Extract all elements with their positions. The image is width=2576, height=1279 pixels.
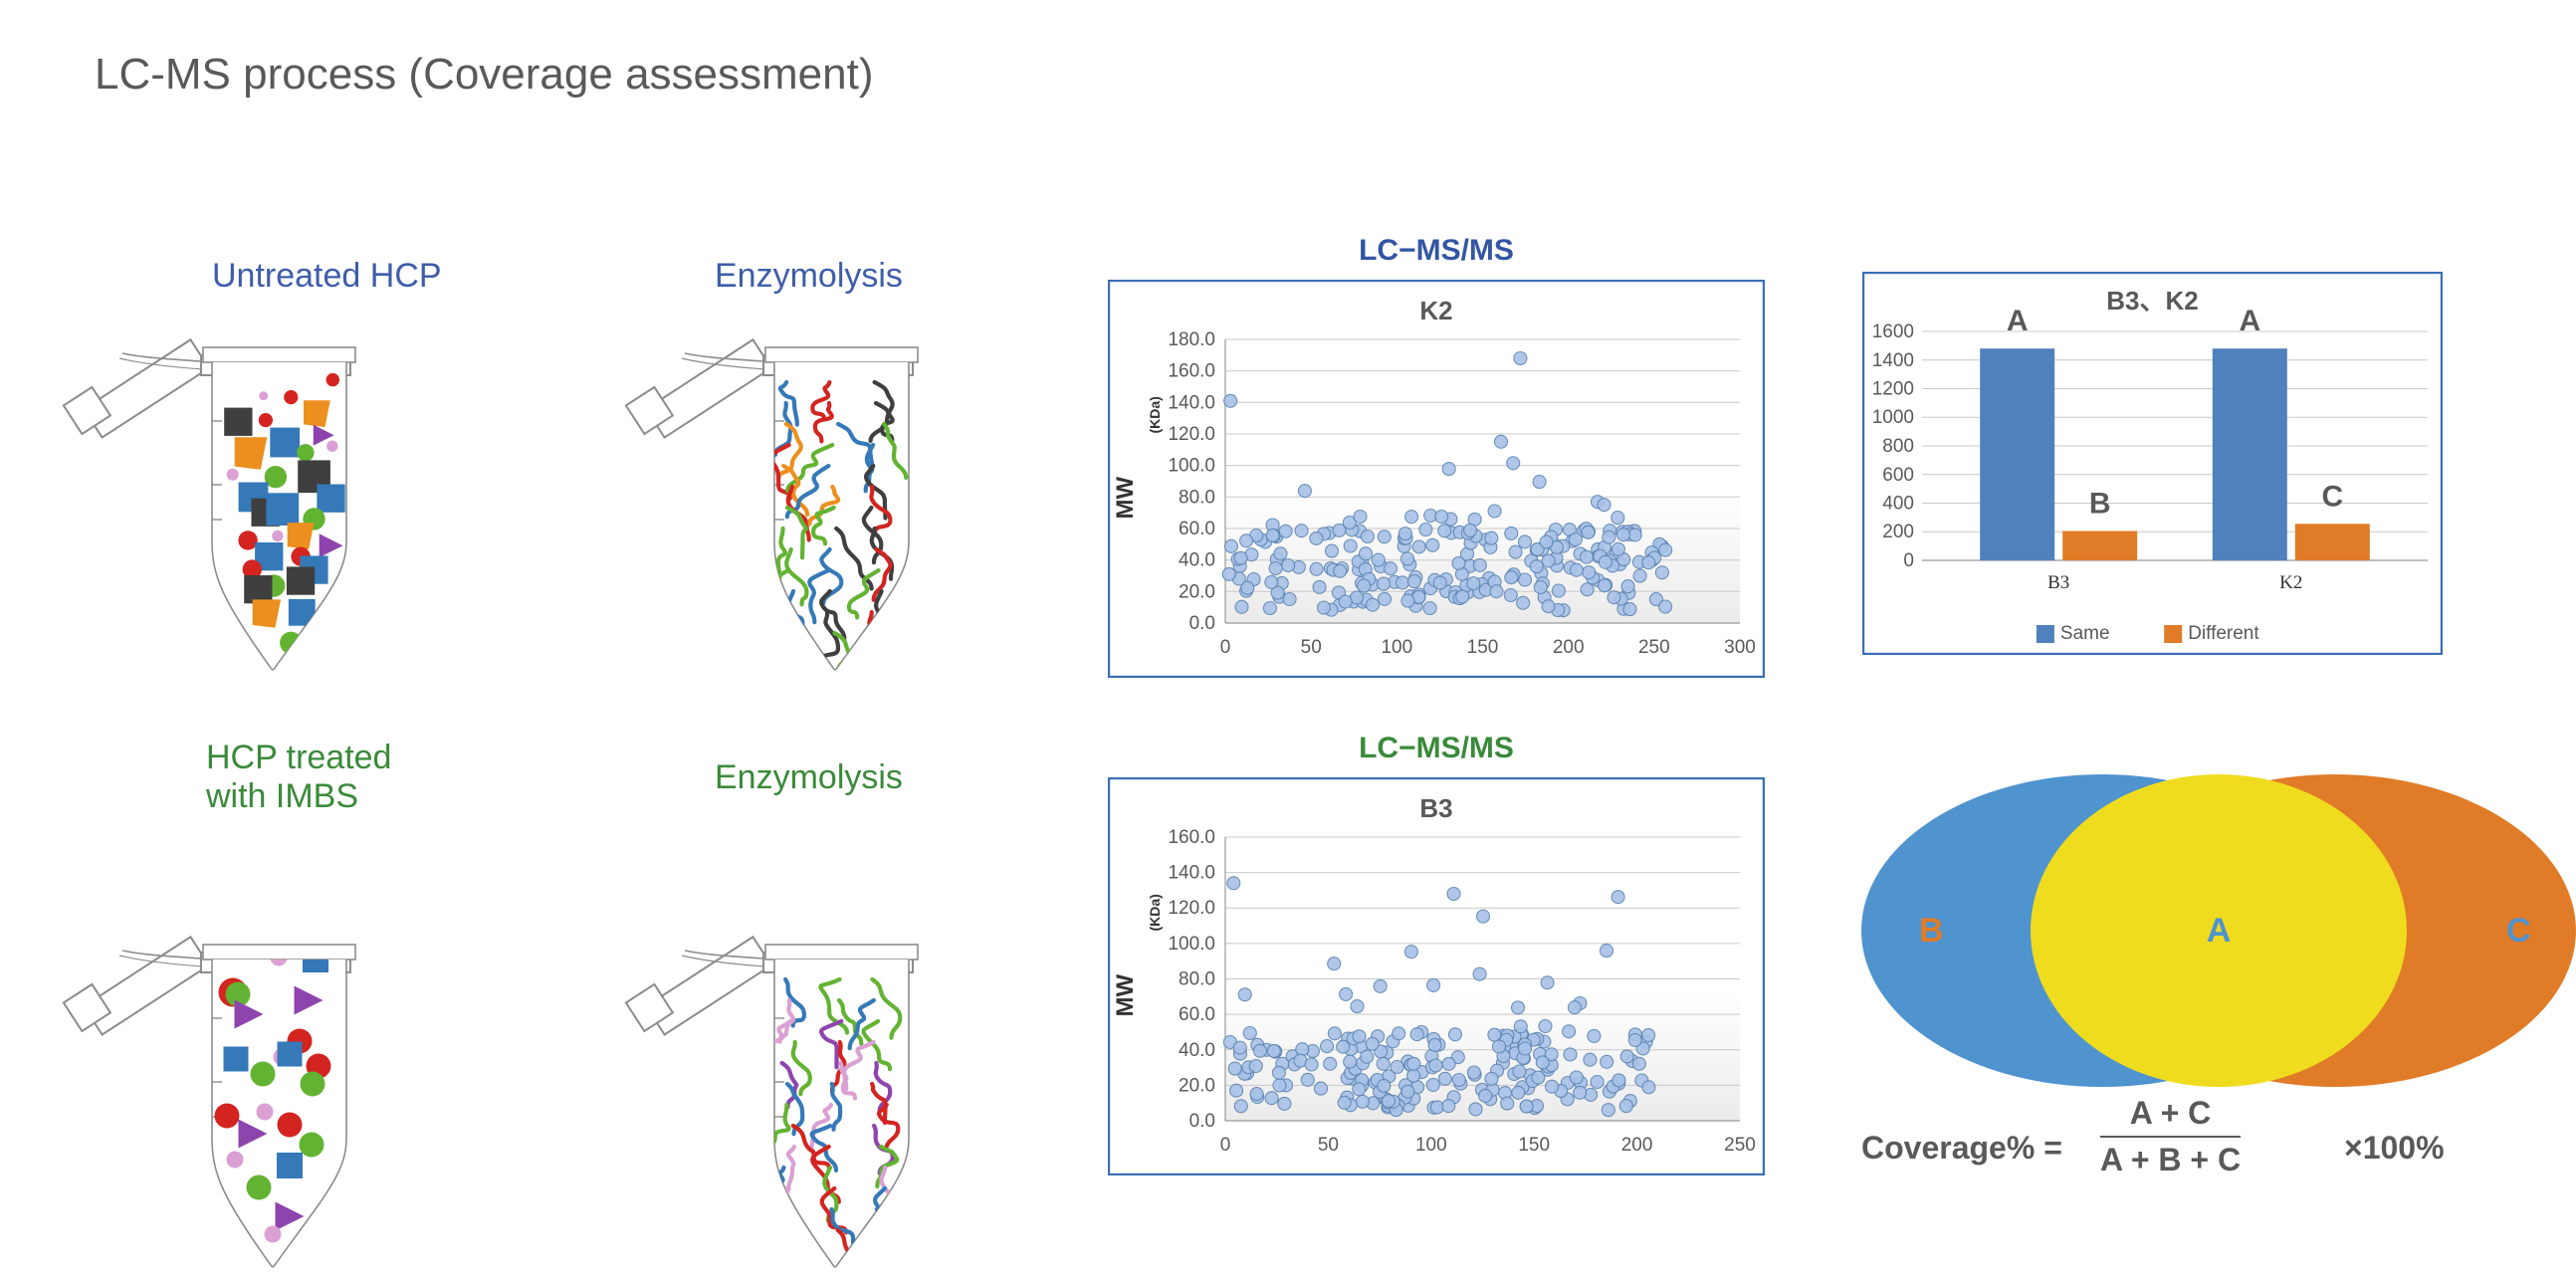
svg-text:B: B — [2089, 488, 2111, 521]
svg-text:C: C — [2321, 480, 2343, 513]
svg-text:400: 400 — [1882, 494, 1914, 515]
svg-text:50: 50 — [1318, 1135, 1339, 1156]
svg-text:600: 600 — [1882, 465, 1914, 486]
svg-text:0: 0 — [1903, 550, 1914, 571]
svg-text:200: 200 — [1882, 522, 1914, 542]
svg-text:B3: B3 — [2047, 572, 2069, 593]
svg-text:20.0: 20.0 — [1179, 581, 1215, 602]
svg-text:MW: MW — [1112, 974, 1139, 1017]
svg-text:50: 50 — [1301, 637, 1322, 658]
svg-text:180.0: 180.0 — [1168, 329, 1215, 350]
svg-text:150: 150 — [1518, 1135, 1550, 1156]
svg-text:0.0: 0.0 — [1189, 1111, 1215, 1132]
svg-text:800: 800 — [1882, 436, 1914, 457]
svg-text:100.0: 100.0 — [1168, 934, 1215, 955]
svg-text:0: 0 — [1220, 637, 1231, 658]
svg-text:1000: 1000 — [1872, 407, 1914, 428]
svg-text:200: 200 — [1621, 1135, 1653, 1156]
svg-text:B3: B3 — [1419, 793, 1452, 823]
svg-text:120.0: 120.0 — [1168, 898, 1215, 919]
svg-text:1400: 1400 — [1872, 350, 1914, 371]
svg-text:300: 300 — [1724, 637, 1756, 658]
svg-text:(KDa): (KDa) — [1147, 894, 1163, 931]
svg-text:100.0: 100.0 — [1168, 456, 1215, 477]
svg-text:250: 250 — [1724, 1135, 1756, 1156]
svg-text:100: 100 — [1381, 637, 1412, 658]
svg-text:MW: MW — [1112, 477, 1139, 520]
svg-text:1200: 1200 — [1872, 379, 1914, 400]
svg-text:Different: Different — [2188, 623, 2259, 644]
svg-text:40.0: 40.0 — [1179, 550, 1215, 571]
svg-text:250: 250 — [1638, 637, 1670, 658]
svg-text:0: 0 — [1220, 1135, 1231, 1156]
svg-text:140.0: 140.0 — [1168, 392, 1215, 413]
svg-text:C: C — [2506, 912, 2531, 950]
svg-text:0.0: 0.0 — [1189, 613, 1215, 634]
svg-text:K2: K2 — [2279, 572, 2302, 593]
svg-text:Same: Same — [2060, 623, 2110, 644]
svg-text:1600: 1600 — [1872, 321, 1914, 342]
svg-text:A: A — [2239, 305, 2260, 337]
svg-text:K2: K2 — [1419, 296, 1452, 325]
svg-text:80.0: 80.0 — [1179, 969, 1215, 990]
svg-text:60.0: 60.0 — [1179, 519, 1215, 539]
svg-text:20.0: 20.0 — [1179, 1075, 1215, 1096]
svg-text:B3、K2: B3、K2 — [2106, 286, 2198, 316]
svg-text:40.0: 40.0 — [1179, 1040, 1215, 1061]
svg-text:A: A — [2007, 305, 2029, 337]
svg-text:60.0: 60.0 — [1179, 1004, 1215, 1025]
svg-text:80.0: 80.0 — [1179, 487, 1215, 508]
svg-text:A: A — [2207, 912, 2232, 950]
svg-text:120.0: 120.0 — [1168, 424, 1215, 445]
svg-text:B: B — [1919, 912, 1944, 950]
svg-text:100: 100 — [1415, 1135, 1447, 1156]
svg-text:150: 150 — [1467, 637, 1499, 658]
svg-text:(KDa): (KDa) — [1147, 396, 1163, 433]
svg-text:140.0: 140.0 — [1168, 863, 1215, 884]
svg-text:160.0: 160.0 — [1168, 361, 1215, 382]
svg-text:200: 200 — [1553, 637, 1585, 658]
svg-text:160.0: 160.0 — [1168, 827, 1215, 848]
